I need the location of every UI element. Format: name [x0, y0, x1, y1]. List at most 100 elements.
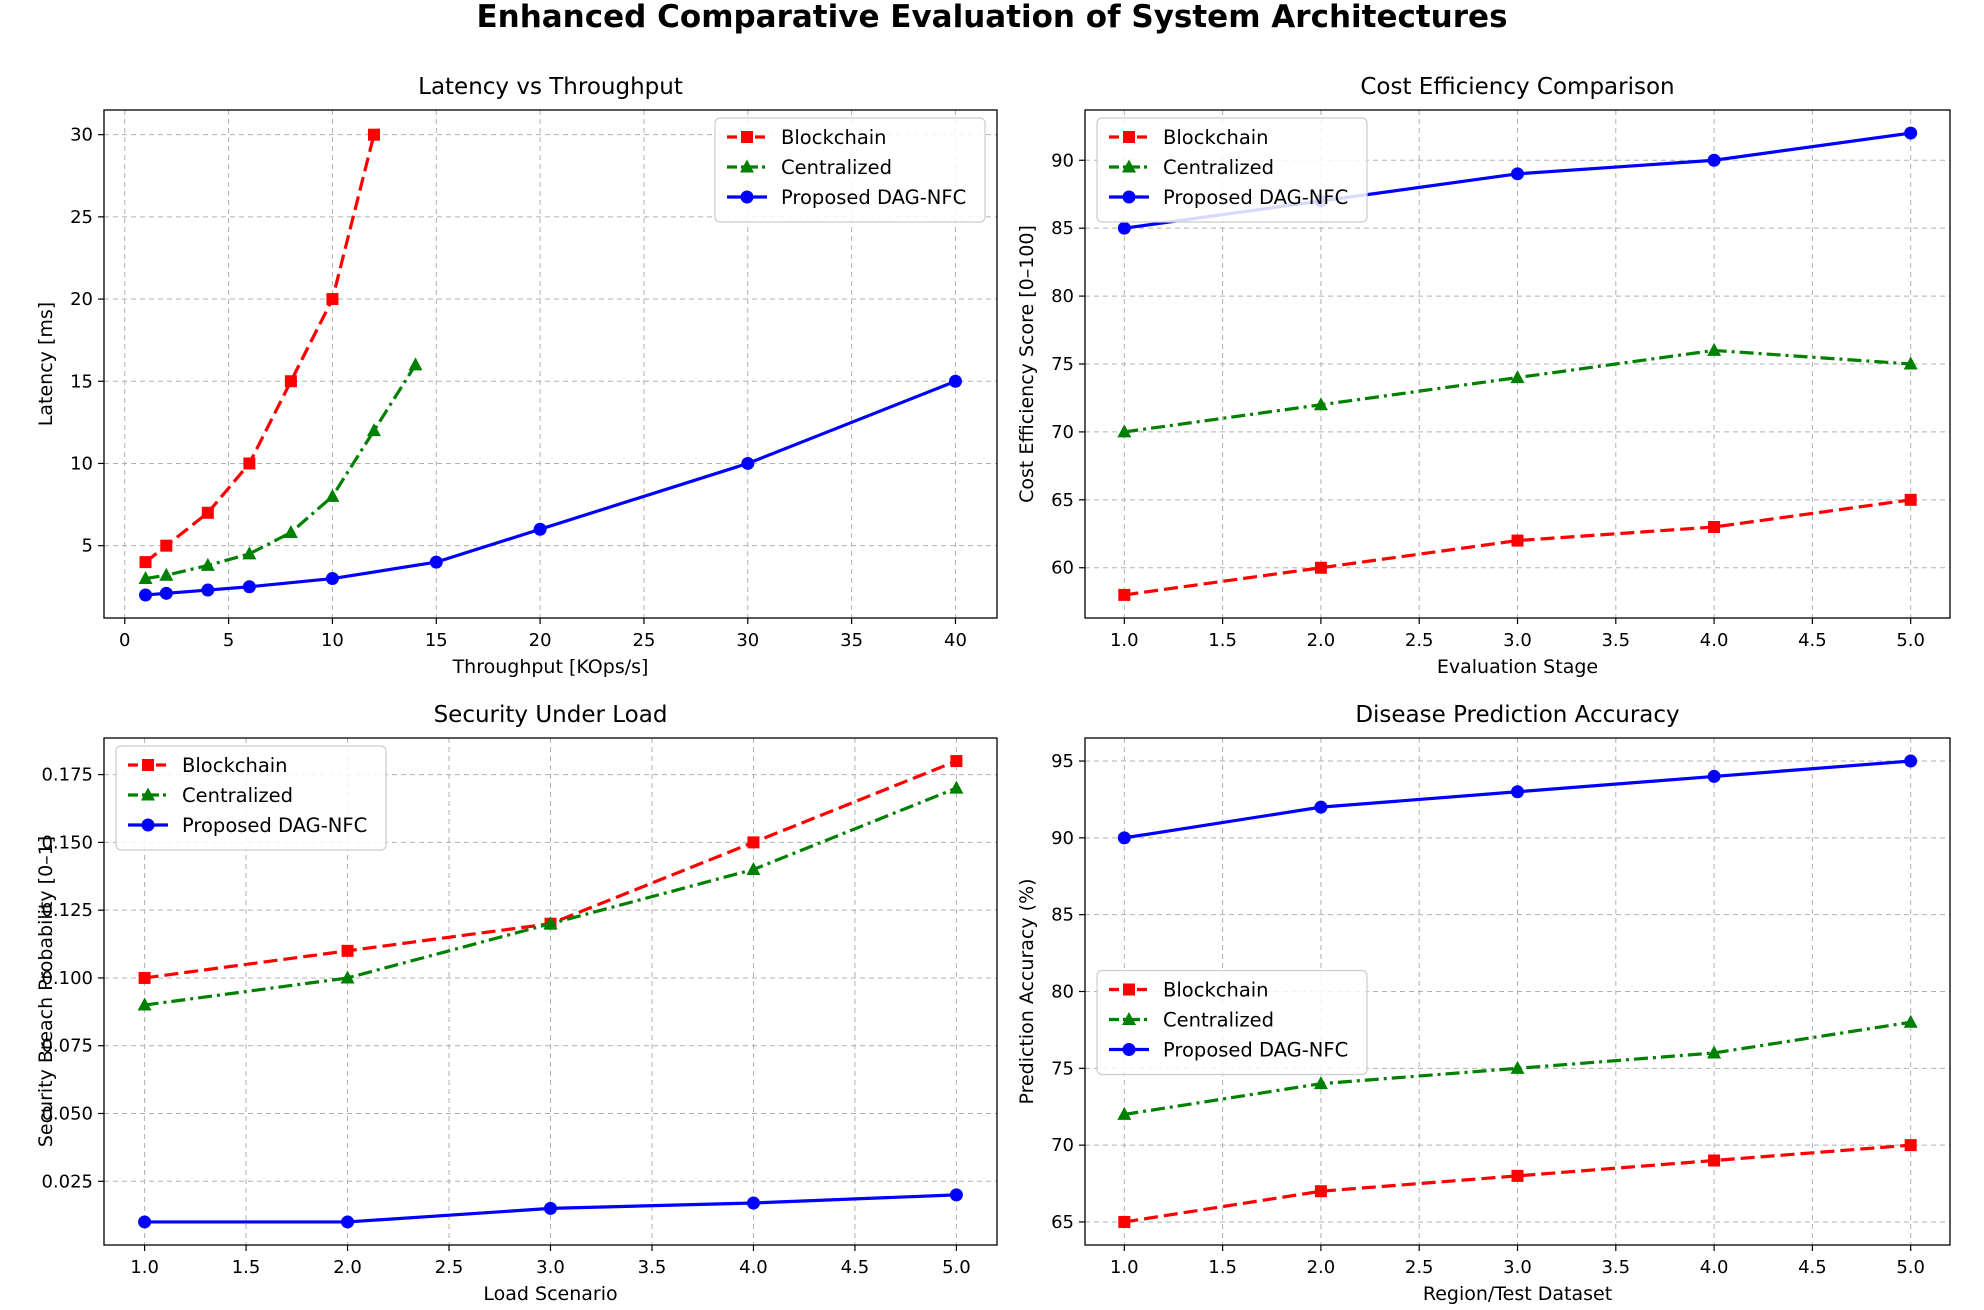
legend-entry-blockchain: Blockchain — [727, 126, 887, 149]
y-tick-label: 65 — [1051, 1212, 1074, 1233]
data-point — [1511, 534, 1524, 547]
data-point — [138, 1215, 152, 1229]
series-line — [1124, 1143, 1911, 1224]
x-axis-label: Region/Test Dataset — [1423, 1283, 1612, 1305]
x-axis-label: Evaluation Stage — [1437, 656, 1598, 678]
data-point — [948, 374, 962, 388]
x-tick-label: 1.0 — [1110, 630, 1139, 651]
x-tick-label: 1.5 — [232, 1257, 261, 1278]
data-point — [746, 861, 761, 875]
series-line — [145, 379, 957, 597]
x-tick-label: 4.0 — [1700, 1257, 1729, 1278]
data-point — [159, 567, 174, 581]
x-tick-label: 4.5 — [1798, 630, 1827, 651]
legend-label: Proposed DAG-NFC — [781, 186, 966, 209]
data-point — [325, 572, 339, 586]
subplot-disease-prediction-accuracy: 1.0 1.5 2.0 2.5 3.0 3.5 4.0 4.5 5.0 65 70 75 80 85 90 9… — [1016, 702, 1951, 1305]
x-tick-label: 1.5 — [1208, 1257, 1237, 1278]
data-point — [1313, 1076, 1328, 1090]
series-line — [1124, 498, 1911, 597]
series-line — [1124, 348, 1911, 434]
series-centralized — [138, 357, 423, 585]
y-tick-label: 65 — [1051, 490, 1074, 511]
x-tick-label: 2.0 — [1307, 1257, 1336, 1278]
x-tick-label: 4.5 — [841, 1257, 870, 1278]
data-point — [1904, 126, 1918, 140]
data-point — [284, 375, 297, 388]
legend-label: Centralized — [781, 156, 892, 179]
y-tick-label: 30 — [70, 125, 93, 146]
legend-label: Blockchain — [781, 126, 887, 149]
data-point — [283, 525, 298, 539]
data-point — [340, 970, 355, 984]
y-tick-label: 75 — [1051, 354, 1074, 375]
series-centralized — [137, 780, 964, 1011]
x-tick-label: 25 — [633, 630, 656, 651]
legend: Blockchain Centralized Proposed DAG-NFC — [714, 117, 986, 223]
y-tick-label: 0.175 — [41, 765, 93, 786]
x-tick-label: 5 — [223, 630, 234, 651]
x-tick-label: 3.5 — [1601, 1257, 1630, 1278]
data-point — [341, 944, 354, 957]
legend-marker — [741, 131, 753, 143]
data-point — [1314, 561, 1327, 574]
data-point — [200, 557, 215, 571]
legend-label: Proposed DAG-NFC — [1163, 186, 1348, 209]
data-point — [341, 1215, 355, 1229]
data-point — [242, 546, 257, 560]
data-point — [544, 1201, 557, 1215]
data-point — [408, 357, 423, 371]
subplot-cost-efficiency-comparison: 1.0 1.5 2.0 2.5 3.0 3.5 4.0 4.5 5.0 60 65 70 75 80 85 9… — [1016, 74, 1951, 678]
figure-title: Enhanced Comparative Evaluation of Syste… — [476, 0, 1508, 35]
data-point — [160, 539, 173, 552]
legend: Blockchain Centralized Proposed DAG-NFC — [115, 745, 387, 851]
y-tick-label: 70 — [1051, 1135, 1074, 1156]
y-tick-label: 0.050 — [41, 1104, 93, 1125]
legend-label: Centralized — [1163, 1009, 1274, 1032]
y-tick-label: 85 — [1051, 905, 1074, 926]
y-axis-label: Prediction Accuracy (%) — [1016, 878, 1038, 1104]
legend-entry-centralized: Centralized — [1109, 1009, 1274, 1032]
y-tick-label: 90 — [1051, 828, 1074, 849]
legend-entry-centralized: Centralized — [128, 784, 293, 807]
y-tick-label: 60 — [1051, 558, 1074, 579]
x-tick-label: 1.0 — [1110, 1257, 1139, 1278]
legend-marker — [1123, 131, 1135, 143]
y-axis-label: Latency [ms] — [35, 302, 57, 426]
subplot-latency-vs-throughput: 0 5 10 15 20 25 30 35 40 5 10 15 20 25 30 Latency vs Th… — [35, 74, 998, 678]
series-proposed-dag-nfc — [1117, 754, 1918, 845]
x-tick-label: 2.5 — [435, 1257, 464, 1278]
data-point — [159, 586, 173, 600]
data-point — [1707, 153, 1721, 167]
data-point — [533, 522, 547, 536]
x-tick-label: 30 — [736, 630, 759, 651]
y-tick-label: 85 — [1051, 218, 1074, 239]
data-point — [138, 571, 153, 585]
data-point — [326, 293, 339, 306]
data-point — [1511, 785, 1524, 799]
data-point — [1510, 370, 1525, 384]
legend-box — [115, 745, 387, 851]
x-tick-label: 4.0 — [739, 1257, 768, 1278]
data-point — [1511, 167, 1524, 181]
series-blockchain — [139, 128, 380, 569]
data-point — [1904, 754, 1918, 768]
data-point — [741, 456, 755, 470]
x-tick-label: 1.0 — [130, 1257, 159, 1278]
plot-frame — [103, 737, 998, 1246]
y-tick-label: 95 — [1051, 751, 1074, 772]
y-axis-label: Security Breach Probability [0–1] — [35, 836, 57, 1147]
data-point — [1904, 1139, 1917, 1152]
data-point — [949, 780, 964, 794]
data-point — [138, 971, 151, 984]
y-tick-label: 75 — [1051, 1058, 1074, 1079]
legend-entry-blockchain: Blockchain — [1109, 979, 1269, 1002]
legend-marker — [740, 159, 754, 173]
data-point — [243, 457, 256, 470]
data-point — [1707, 342, 1722, 356]
y-tick-label: 90 — [1051, 150, 1074, 171]
subplot-security-under-load: 1.0 1.5 2.0 2.5 3.0 3.5 4.0 4.5 5.0 0.025 0.050 0.0… — [35, 702, 998, 1305]
series-line — [1124, 759, 1911, 840]
y-tick-label: 5 — [82, 536, 93, 557]
